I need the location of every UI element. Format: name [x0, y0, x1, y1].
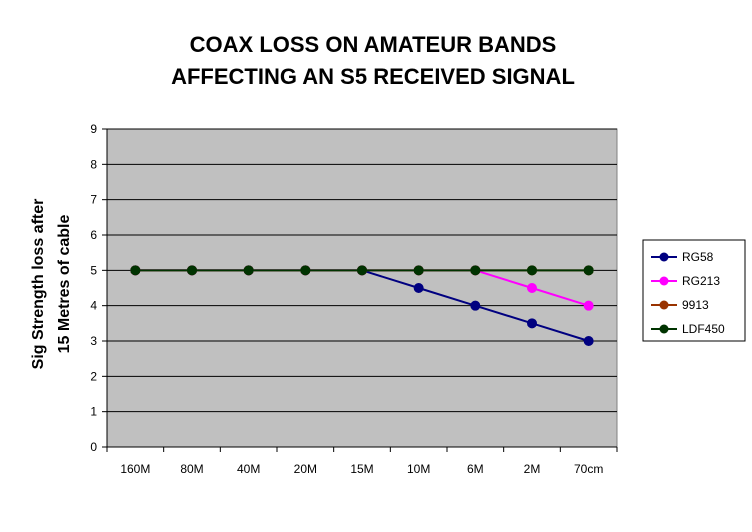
- data-point-ldf450: [130, 265, 141, 276]
- data-point-ldf450: [187, 265, 197, 276]
- y-tick-label: 1: [90, 405, 97, 419]
- x-tick-label: 80M: [180, 462, 203, 476]
- data-point-rg213: [527, 283, 537, 293]
- x-tick-label: 2M: [524, 462, 541, 476]
- y-axis-label-line-1: Sig Strength loss after: [30, 199, 47, 370]
- legend-marker-ldf450: [659, 324, 669, 334]
- data-point-rg213: [583, 300, 594, 311]
- legend-label: LDF450: [682, 322, 725, 336]
- legend-label: RG58: [682, 250, 714, 264]
- x-tick-label: 160M: [120, 462, 150, 476]
- data-point-ldf450: [357, 265, 367, 276]
- data-point-ldf450: [527, 265, 537, 276]
- y-tick-label: 6: [90, 228, 97, 242]
- data-point-rg58: [413, 283, 424, 293]
- y-tick-label: 9: [90, 122, 97, 136]
- chart-title-line-2: AFFECTING AN S5 RECEIVED SIGNAL: [171, 64, 575, 89]
- legend-marker-rg58: [659, 252, 669, 262]
- y-tick-label: 2: [90, 369, 97, 383]
- y-tick-label: 5: [90, 263, 97, 277]
- y-tick-label: 7: [90, 193, 97, 207]
- x-tick-label: 70cm: [574, 462, 603, 476]
- data-point-ldf450: [470, 265, 481, 276]
- legend-label: RG213: [682, 274, 720, 288]
- data-point-ldf450: [583, 265, 594, 276]
- x-tick-label: 10M: [407, 462, 430, 476]
- data-point-rg58: [583, 336, 594, 346]
- data-point-ldf450: [413, 265, 424, 276]
- y-tick-label: 4: [90, 299, 97, 313]
- chart-title-line-1: COAX LOSS ON AMATEUR BANDS: [190, 32, 557, 57]
- x-tick-label: 40M: [237, 462, 260, 476]
- plot-area: [106, 128, 618, 448]
- y-tick-label: 8: [90, 157, 97, 171]
- x-tick-label: 6M: [467, 462, 484, 476]
- data-point-rg58: [527, 318, 537, 329]
- legend-marker-rg213: [659, 276, 669, 286]
- legend-label: 9913: [682, 298, 709, 312]
- data-point-rg58: [470, 300, 481, 311]
- x-tick-label: 15M: [350, 462, 373, 476]
- y-tick-label: 0: [90, 440, 97, 454]
- data-point-ldf450: [300, 265, 311, 276]
- y-axis-label-line-2: 15 Metres of cable: [56, 215, 73, 354]
- y-tick-label: 3: [90, 334, 97, 348]
- data-point-ldf450: [243, 265, 254, 276]
- x-tick-label: 20M: [294, 462, 317, 476]
- legend-marker-9913: [659, 300, 669, 310]
